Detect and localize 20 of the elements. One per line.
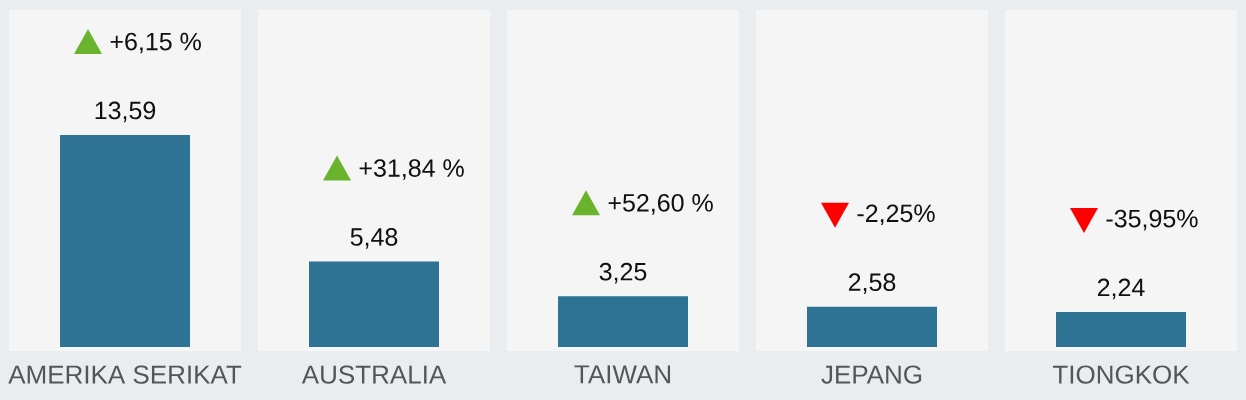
data-label: 13,59	[95, 101, 156, 123]
bar	[807, 306, 937, 347]
annotation: -35,95%	[1106, 209, 1198, 231]
x-tick-label: AMERIKA SERIKAT	[8, 365, 242, 384]
x-tick-label: TIONGKOK	[1052, 365, 1190, 384]
annotation: +52,60 %	[608, 193, 713, 215]
x-tick-label: TAIWAN	[574, 365, 671, 384]
annotation: +31,84 %	[359, 159, 464, 180]
bar	[309, 261, 440, 347]
data-label: 2,58	[848, 273, 896, 294]
bar	[558, 296, 689, 347]
x-tick-label: AUSTRALIA	[301, 365, 447, 384]
data-label: 5,48	[350, 228, 398, 249]
data-label: 2,24	[1097, 278, 1145, 300]
bar	[60, 135, 191, 347]
x-tick-label: JEPANG	[821, 365, 922, 384]
annotation: -2,25%	[857, 204, 935, 226]
bar	[1056, 312, 1186, 347]
text: +6,15 %	[110, 32, 201, 54]
data-label: 3,25	[599, 262, 647, 284]
